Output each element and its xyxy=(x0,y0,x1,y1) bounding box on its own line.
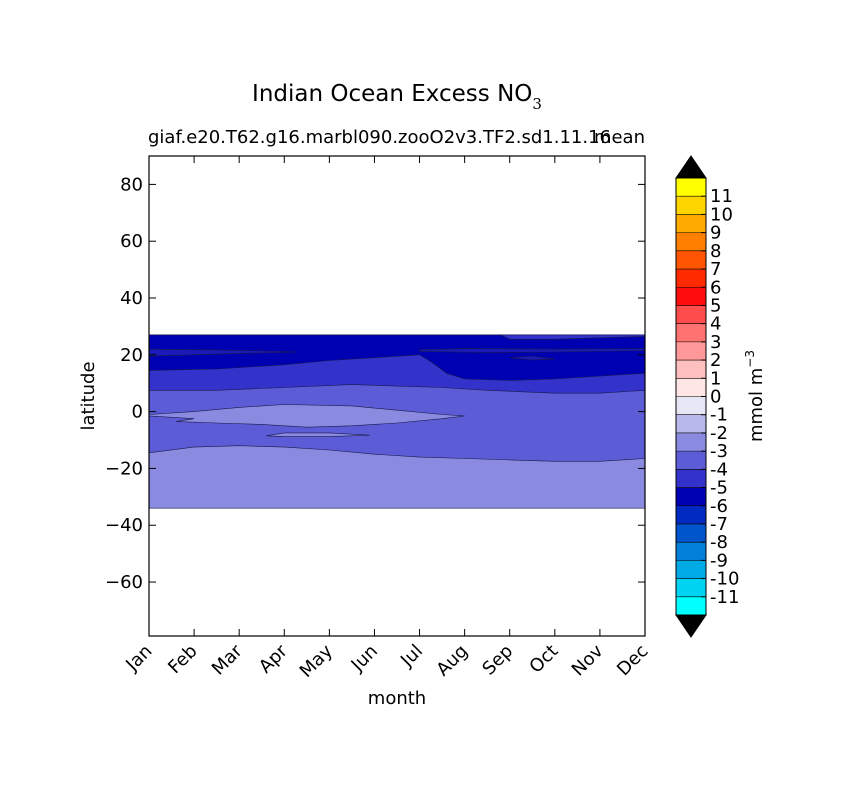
colorbar-box xyxy=(676,596,706,616)
x-tick-label: Aug xyxy=(432,641,472,681)
colorbar-box xyxy=(676,305,706,324)
colorbar-box xyxy=(676,396,706,416)
y-tick-label: −40 xyxy=(105,515,143,536)
y-tick-label: 20 xyxy=(120,345,143,366)
chart-title: Indian Ocean Excess NO3 xyxy=(252,81,542,113)
y-tick-label: −60 xyxy=(105,572,143,593)
colorbar-tick-label: 9 xyxy=(710,223,721,244)
y-tick-label: 80 xyxy=(120,174,143,195)
x-tick-label: Dec xyxy=(613,641,652,680)
colorbar-tick-label: -8 xyxy=(710,532,728,553)
colorbar-tick-label: 4 xyxy=(710,314,721,335)
colorbar-label: mmol m−3 xyxy=(743,350,767,442)
colorbar-box xyxy=(676,505,706,525)
colorbar-box xyxy=(676,232,706,252)
colorbar-box xyxy=(676,469,706,488)
colorbar-tick-label: -6 xyxy=(710,496,728,517)
y-tick-label: 0 xyxy=(132,402,143,423)
colorbar-tick-label: 2 xyxy=(710,350,721,371)
colorbar-tick-label: 5 xyxy=(710,295,721,316)
colorbar-box xyxy=(676,432,706,452)
chart-subtitle-right: mean xyxy=(594,127,645,148)
colorbar-box xyxy=(676,250,706,270)
colorbar-tick-label: 6 xyxy=(710,277,721,298)
colorbar-box xyxy=(676,451,706,470)
contour-region-11 xyxy=(266,432,370,437)
y-tick-label: 60 xyxy=(120,231,143,252)
colorbar-tick-label: -10 xyxy=(710,569,739,590)
x-tick-label: Feb xyxy=(164,641,201,678)
y-axis-label: latitude xyxy=(78,361,99,430)
x-tick-label: Nov xyxy=(568,640,608,680)
contour-region-7 xyxy=(148,348,298,357)
colorbar-box xyxy=(676,378,706,397)
contour-region-9 xyxy=(509,355,555,361)
x-tick-label: May xyxy=(296,640,337,681)
colorbar-tick-label: 0 xyxy=(710,387,721,408)
colorbar-box xyxy=(676,196,706,215)
colorbar-box xyxy=(676,414,706,434)
colorbar-extend-max xyxy=(675,155,707,179)
colorbar-tick-label: 3 xyxy=(710,332,721,353)
colorbar-tick-label: -5 xyxy=(710,478,728,499)
x-tick-label: Sep xyxy=(478,641,517,680)
colorbar-box xyxy=(676,287,706,306)
x-tick-label: Jul xyxy=(396,641,427,672)
colorbar-tick-label: -7 xyxy=(710,514,728,535)
colorbar-tick-label: 10 xyxy=(710,204,733,225)
colorbar-box xyxy=(676,341,706,361)
colorbar-label-sup: −3 xyxy=(743,350,757,368)
colorbar-tick-label: -1 xyxy=(710,405,728,426)
x-tick-label: Mar xyxy=(208,640,247,679)
x-axis-label: month xyxy=(368,688,426,709)
chart-title-subscript: 3 xyxy=(532,95,542,113)
colorbar-tick-label: -4 xyxy=(710,459,728,480)
colorbar-tick-label: 11 xyxy=(710,186,733,207)
y-tick-label: −20 xyxy=(105,458,143,479)
colorbar-tick-label: -2 xyxy=(710,423,728,444)
y-axis: 80 60 40 20 0 −20 −40 −60 xyxy=(105,174,645,593)
colorbar-tick-label: 7 xyxy=(710,259,721,280)
colorbar-box xyxy=(676,214,706,233)
colorbar-tick-label: -3 xyxy=(710,441,728,462)
x-tick-label: Oct xyxy=(525,641,562,678)
plot-area: Jan Feb Mar Apr May Jun Jul Aug Sep Oct Nov Dec 80 6… xyxy=(105,155,653,682)
x-tick-label: Jan xyxy=(121,641,156,676)
colorbar-box xyxy=(676,269,706,288)
x-tick-label: Apr xyxy=(255,640,292,677)
colorbar-box xyxy=(676,323,706,343)
colorbar-box xyxy=(676,578,706,598)
chart-subtitle-left: giaf.e20.T62.g16.marbl090.zooO2v3.TF2.sd… xyxy=(148,127,611,148)
colorbar-tick-label: 1 xyxy=(710,368,721,389)
colorbar-box xyxy=(676,523,706,543)
contour-fields xyxy=(148,334,646,509)
colorbar-box xyxy=(676,560,706,579)
x-tick-label: Jun xyxy=(347,641,382,676)
colorbar-box xyxy=(676,487,706,507)
colorbar-box xyxy=(676,360,706,379)
colorbar-tick-label: -11 xyxy=(710,587,739,608)
plot-frame xyxy=(148,155,646,637)
colorbar-box xyxy=(676,542,706,561)
colorbar-extend-min xyxy=(675,614,707,638)
colorbar-tick-label: -9 xyxy=(710,550,728,571)
contour-region-10 xyxy=(148,404,465,428)
y-tick-label: 40 xyxy=(120,288,143,309)
colorbar-tick-label: 8 xyxy=(710,241,721,262)
colorbar-box xyxy=(676,178,706,197)
